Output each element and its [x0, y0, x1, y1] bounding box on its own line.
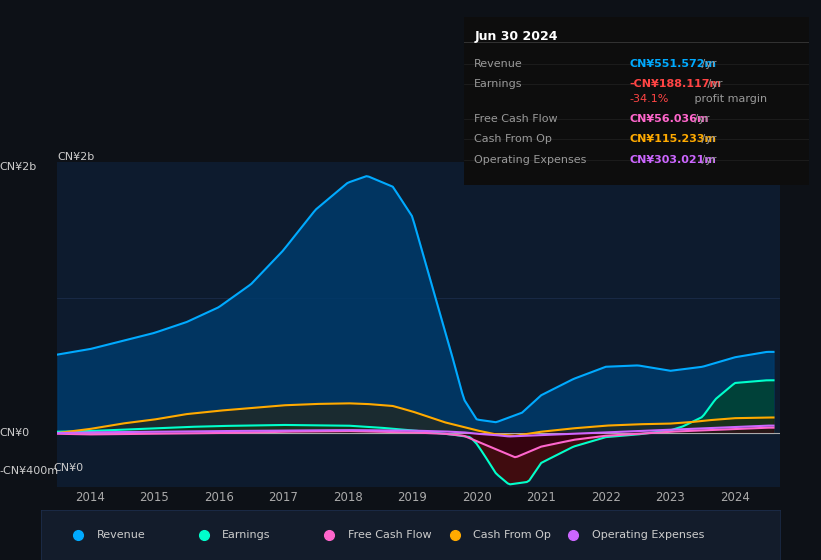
Text: 2015: 2015	[140, 491, 169, 504]
Text: /yr: /yr	[698, 59, 716, 69]
Text: 2024: 2024	[720, 491, 750, 504]
Text: Free Cash Flow: Free Cash Flow	[475, 114, 557, 124]
Text: Cash From Op: Cash From Op	[475, 134, 552, 144]
Text: 2020: 2020	[462, 491, 492, 504]
Text: -CN¥188.117m: -CN¥188.117m	[630, 79, 722, 89]
Text: CN¥2b: CN¥2b	[0, 162, 37, 172]
Text: /yr: /yr	[698, 134, 716, 144]
Text: 2018: 2018	[333, 491, 363, 504]
Text: /yr: /yr	[704, 79, 722, 89]
Text: CN¥115.233m: CN¥115.233m	[630, 134, 717, 144]
Text: CN¥551.572m: CN¥551.572m	[630, 59, 717, 69]
Text: Revenue: Revenue	[475, 59, 523, 69]
Text: -CN¥400m: -CN¥400m	[0, 466, 59, 476]
Text: Operating Expenses: Operating Expenses	[475, 155, 586, 165]
Text: /yr: /yr	[698, 155, 716, 165]
Text: 2023: 2023	[655, 491, 686, 504]
Text: 2021: 2021	[526, 491, 556, 504]
Text: profit margin: profit margin	[691, 94, 768, 104]
Text: 2017: 2017	[268, 491, 298, 504]
Text: Jun 30 2024: Jun 30 2024	[475, 30, 557, 43]
Text: 2022: 2022	[591, 491, 621, 504]
Text: Cash From Op: Cash From Op	[474, 530, 551, 540]
Text: CN¥56.036m: CN¥56.036m	[630, 114, 709, 124]
Text: Operating Expenses: Operating Expenses	[591, 530, 704, 540]
Text: 2019: 2019	[397, 491, 427, 504]
Text: CN¥2b: CN¥2b	[57, 152, 94, 162]
Text: Revenue: Revenue	[97, 530, 145, 540]
Text: CN¥0: CN¥0	[0, 428, 30, 438]
Text: Earnings: Earnings	[475, 79, 523, 89]
Text: /yr: /yr	[691, 114, 710, 124]
Text: CN¥303.021m: CN¥303.021m	[630, 155, 716, 165]
Text: Free Cash Flow: Free Cash Flow	[348, 530, 431, 540]
Text: 2016: 2016	[204, 491, 234, 504]
Text: 2014: 2014	[75, 491, 104, 504]
Text: Earnings: Earnings	[222, 530, 271, 540]
Text: CN¥0: CN¥0	[54, 463, 84, 473]
Text: -34.1%: -34.1%	[630, 94, 669, 104]
